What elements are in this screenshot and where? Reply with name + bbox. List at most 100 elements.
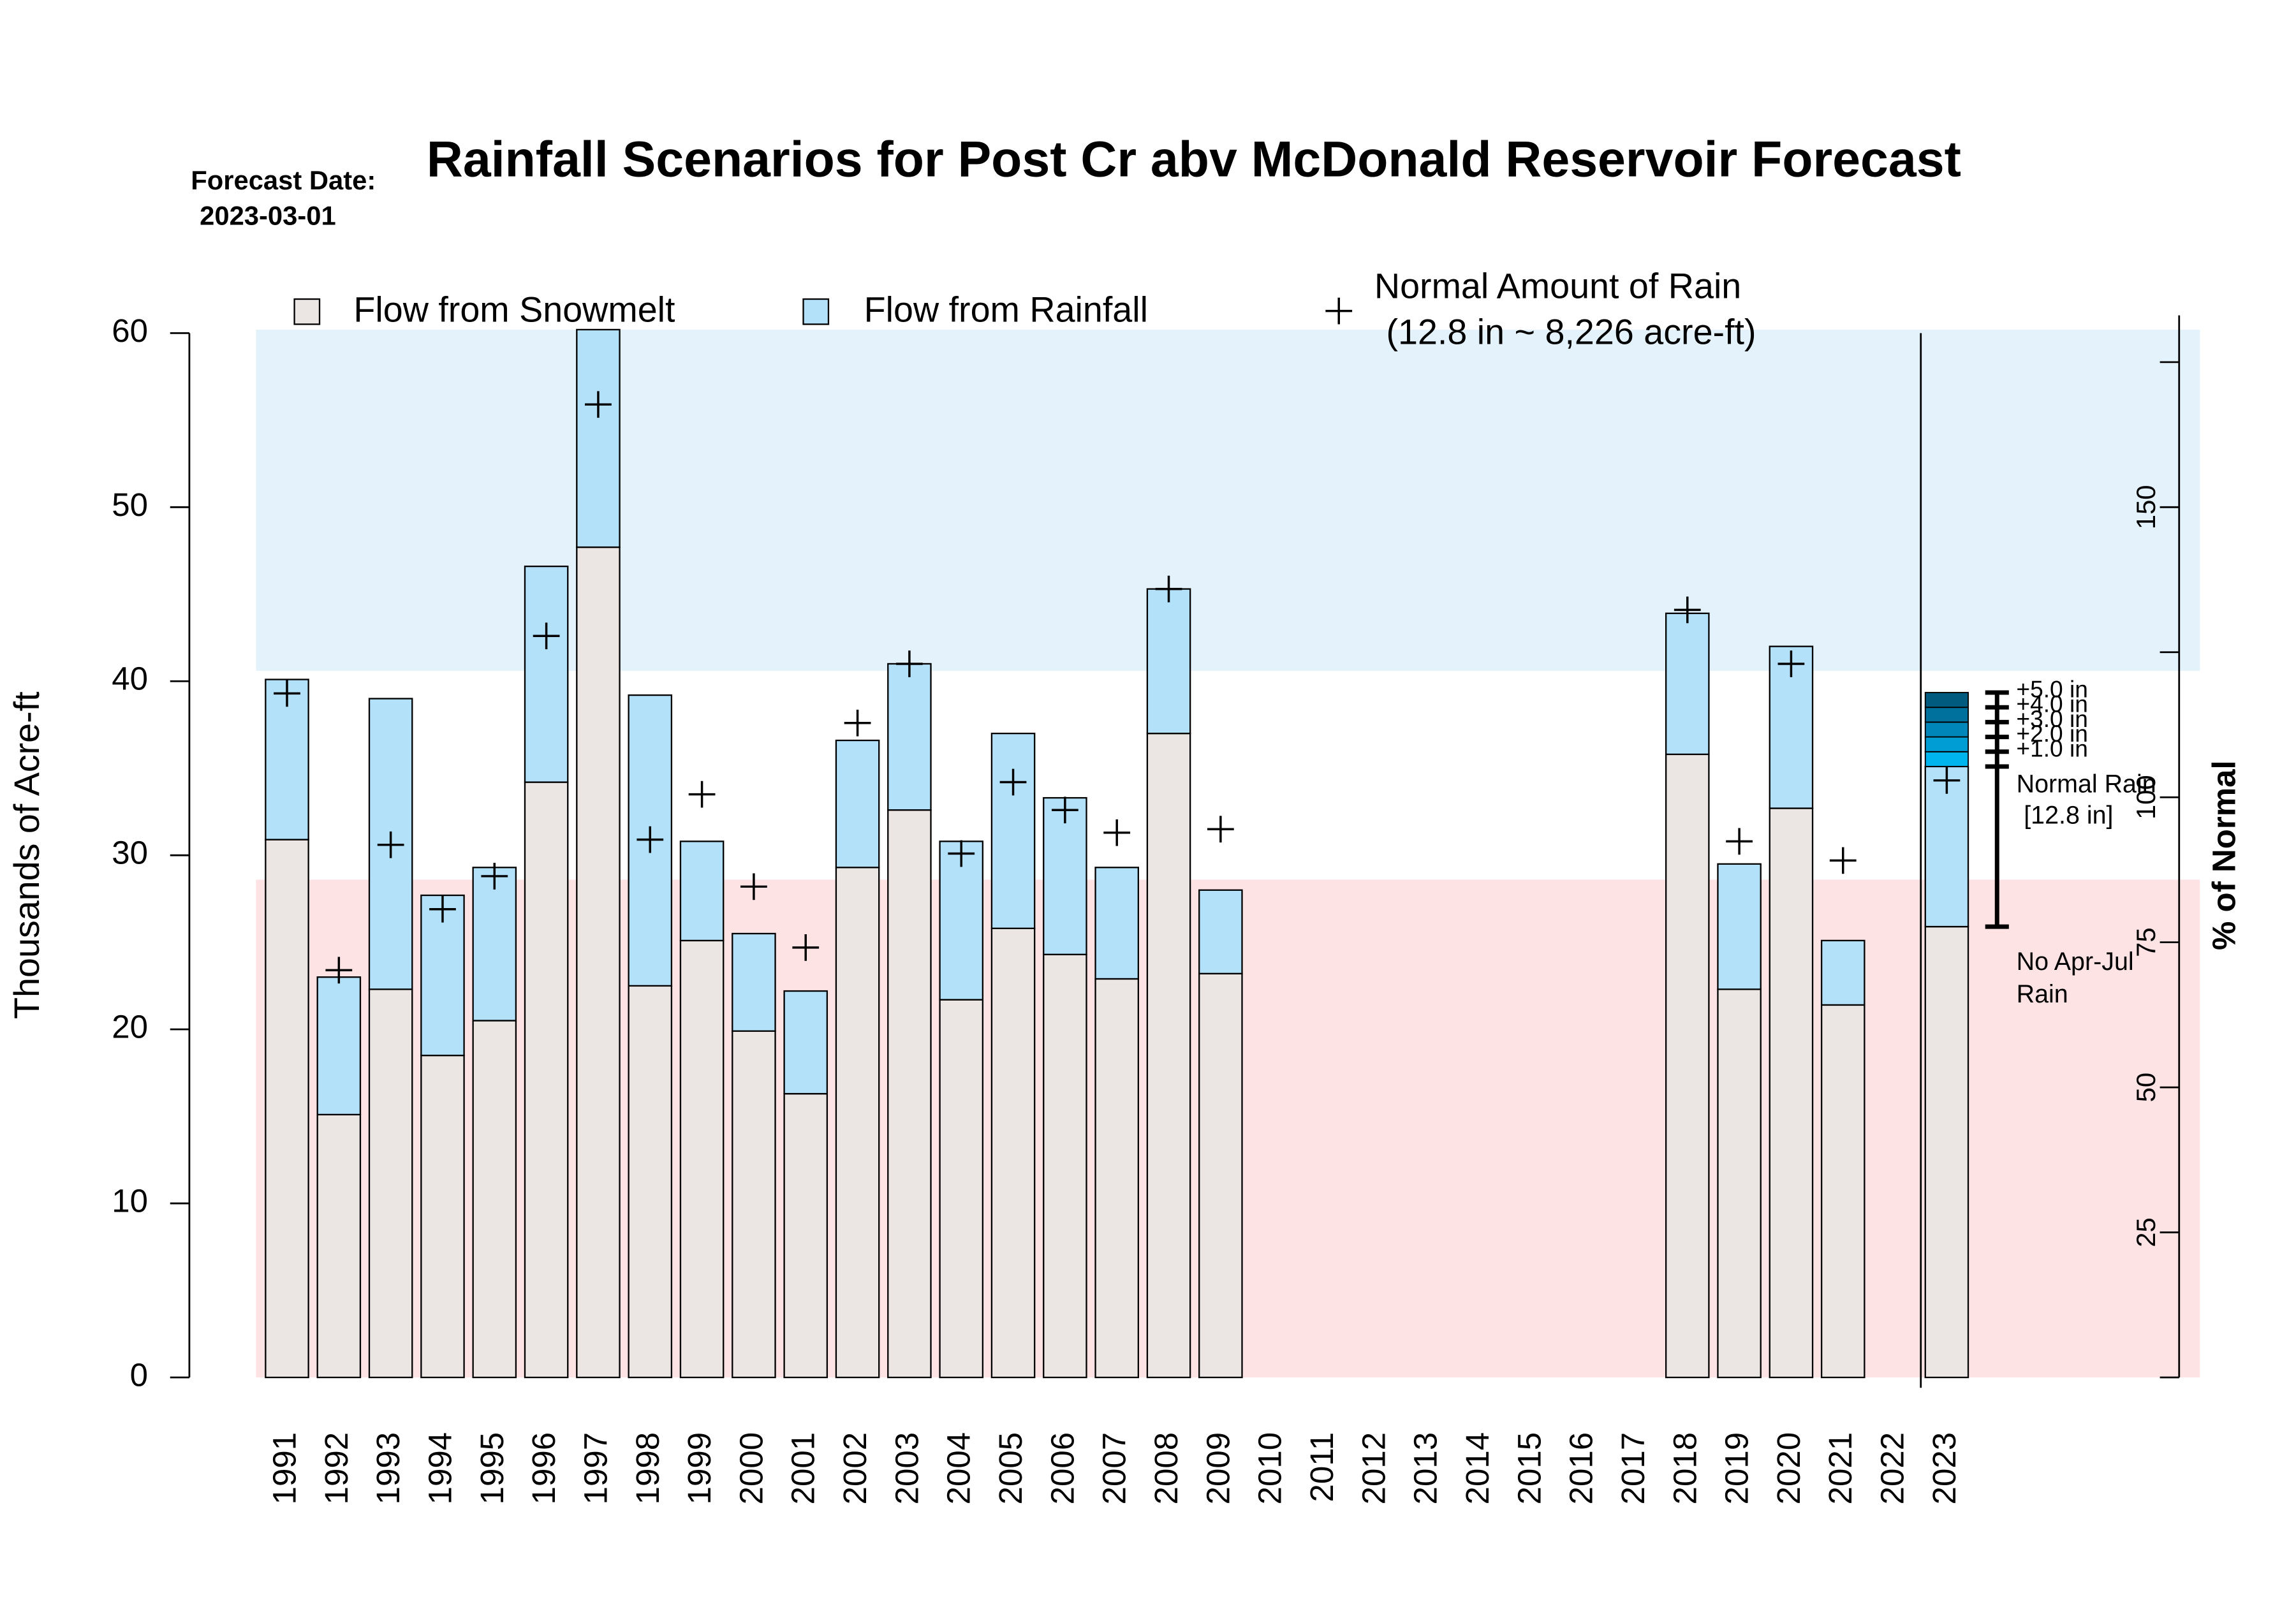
- normal-rain-marker: [1155, 575, 1182, 603]
- bar-segment: [1094, 978, 1139, 1379]
- bar-segment: [1094, 867, 1139, 980]
- normal-rain-marker: [585, 391, 612, 418]
- bar-segment: [835, 867, 880, 1379]
- bar-segment: [1146, 588, 1191, 735]
- normal-rain-marker: [533, 622, 560, 650]
- bar-segment: [628, 985, 673, 1379]
- normal-rain-marker: [792, 934, 820, 961]
- x-tick-label: 2022: [1874, 1432, 1911, 1505]
- x-tick-label: 2011: [1304, 1432, 1340, 1502]
- scenario-label: +4.0 in: [2016, 691, 2087, 717]
- no-rain-label: Rain: [2017, 980, 2068, 1008]
- scenario-segment: [1924, 721, 1969, 738]
- no-rain-label: No Apr-Jul: [2017, 948, 2134, 976]
- x-tick-label: 1995: [474, 1432, 510, 1505]
- y2-tick-label: 150: [2131, 485, 2161, 529]
- y2-tick-label: 25: [2131, 1217, 2161, 1247]
- bar-segment: [1717, 863, 1762, 990]
- bar-segment: [1146, 732, 1191, 1379]
- bar-segment: [732, 932, 776, 1032]
- y2-tick-label: 75: [2131, 927, 2161, 957]
- normal-rain-marker: [325, 957, 353, 984]
- x-tick-label: 2016: [1563, 1432, 1600, 1505]
- scenario-label: +3.0 in: [2016, 705, 2087, 732]
- x-tick-label: 1992: [318, 1432, 355, 1505]
- scenario-segment: [1924, 736, 1969, 752]
- normal-rain-label: Normal Rain: [2017, 770, 2156, 798]
- bar-segment: [1769, 807, 1814, 1379]
- bar-segment: [783, 1092, 828, 1379]
- x-tick-label: 2015: [1511, 1432, 1547, 1505]
- x-tick-label: 2017: [1615, 1432, 1651, 1505]
- legend-label: Normal Amount of Rain: [1374, 266, 1741, 305]
- y-tick-label: 20: [112, 1009, 148, 1045]
- bar-segment: [1924, 925, 1969, 1379]
- x-tick-label: 2014: [1459, 1432, 1496, 1505]
- y-tick-label: 50: [112, 487, 148, 523]
- x-tick-label: 2004: [941, 1432, 977, 1505]
- bar-segment: [524, 565, 569, 783]
- bar-segment: [576, 546, 621, 1379]
- bar-segment: [1665, 612, 1710, 756]
- x-tick-label: 1998: [629, 1432, 666, 1505]
- normal-rain-marker: [896, 650, 923, 677]
- x-tick-label: 1996: [526, 1432, 562, 1505]
- x-tick-label: 2008: [1148, 1432, 1184, 1505]
- legend-label: Flow from Rainfall: [864, 290, 1148, 330]
- scenario-label: +2.0 in: [2016, 720, 2087, 747]
- y-tick-label: 10: [112, 1183, 148, 1219]
- bar-segment: [316, 976, 362, 1116]
- forecast-date: 2023-03-01: [200, 200, 336, 230]
- bar-segment: [887, 809, 932, 1379]
- normal-rain-marker: [740, 873, 767, 900]
- forecast-label: Forecast Date:: [191, 165, 376, 195]
- bar-segment: [576, 328, 621, 548]
- scenario-label: +5.0 in: [2016, 675, 2087, 702]
- bar-segment: [1043, 953, 1087, 1379]
- y-tick-label: 30: [112, 835, 148, 871]
- normal-rain-marker: [844, 709, 871, 737]
- legend-label: Flow from Snowmelt: [353, 290, 675, 330]
- x-tick-label: 2006: [1044, 1432, 1080, 1505]
- bar-segment: [472, 1020, 517, 1379]
- normal-rain-marker: [1103, 819, 1131, 846]
- y2-tick-label: 50: [2131, 1073, 2161, 1102]
- normal-rain-marker: [637, 826, 664, 853]
- x-tick-label: 1993: [370, 1432, 406, 1505]
- x-tick-label: 2002: [837, 1432, 873, 1505]
- bar-segment: [420, 1054, 465, 1379]
- x-tick-label: 1997: [577, 1432, 614, 1505]
- normal-rain-marker: [1777, 650, 1805, 677]
- normal-rain-marker: [688, 781, 716, 808]
- normal-rain-marker: [481, 863, 508, 890]
- bar-segment: [679, 840, 725, 942]
- bar-segment: [1043, 796, 1087, 955]
- normal-rain-marker: [948, 840, 975, 867]
- bar-segment: [524, 781, 569, 1379]
- normal-rain-marker: [999, 768, 1027, 796]
- x-tick-label: 2018: [1667, 1432, 1703, 1505]
- bar-segment: [887, 663, 932, 811]
- bar-segment: [1820, 1004, 1866, 1379]
- bar-segment: [990, 732, 1036, 929]
- bar-segment: [1198, 889, 1243, 974]
- y2-axis-label: % of Normal: [2205, 760, 2242, 950]
- normal-rain-marker: [429, 895, 456, 923]
- x-tick-label: 2010: [1252, 1432, 1288, 1505]
- x-tick-label: 2003: [888, 1432, 925, 1505]
- normal-rain-marker: [377, 831, 404, 858]
- bar-segment: [1198, 972, 1243, 1379]
- bar-segment: [990, 927, 1036, 1379]
- bar-segment: [679, 939, 725, 1379]
- bar-segment: [316, 1113, 362, 1379]
- bar-segment: [265, 839, 309, 1379]
- scenario-segment: [1924, 692, 1969, 708]
- bar-segment: [783, 990, 828, 1095]
- x-tick-label: 1991: [266, 1432, 302, 1505]
- x-tick-label: 2021: [1822, 1432, 1858, 1505]
- y-tick-label: 40: [112, 661, 148, 697]
- bar-segment: [835, 739, 880, 869]
- bar-segment: [472, 867, 517, 1022]
- legend-swatch: [293, 298, 321, 325]
